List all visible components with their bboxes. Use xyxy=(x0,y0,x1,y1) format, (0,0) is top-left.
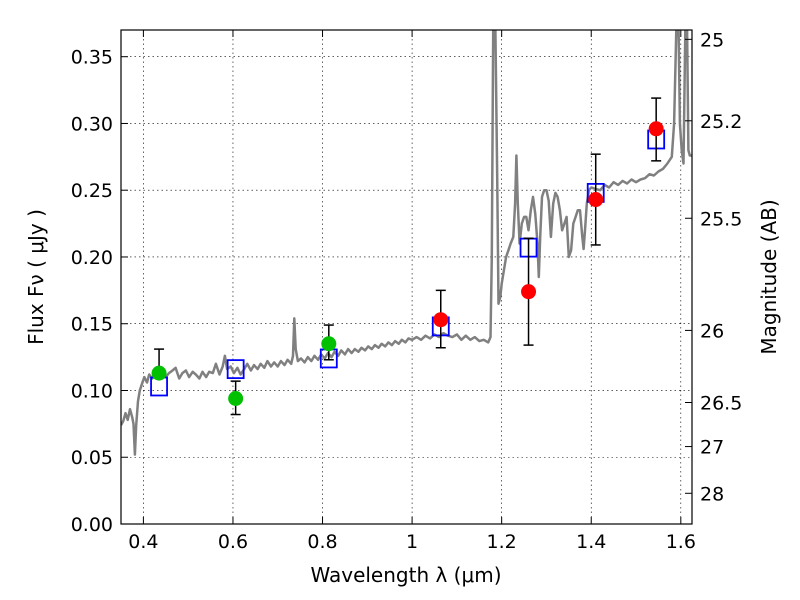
mag-tick-label: 26.5 xyxy=(700,393,742,415)
x-tick-label: 0.8 xyxy=(307,531,337,553)
y-tick-label: 0.25 xyxy=(71,180,113,202)
y-tick-label: 0.30 xyxy=(71,113,113,135)
x-tick-label: 0.6 xyxy=(218,531,248,553)
y-tick-label: 0.05 xyxy=(71,447,113,469)
red-data-point xyxy=(588,192,604,208)
mag-tick-label: 28 xyxy=(700,483,724,505)
mag-tick-label: 25.2 xyxy=(700,111,742,133)
spectrum-line xyxy=(121,30,692,456)
y-tick-label: 0.20 xyxy=(71,247,113,269)
x-tick-label: 0.4 xyxy=(128,531,158,553)
x-tick-label: 1.2 xyxy=(487,531,517,553)
photometry-series xyxy=(150,97,666,416)
x-tick-label: 1.4 xyxy=(576,531,606,553)
mag-tick-label: 25 xyxy=(700,29,724,51)
red-data-point xyxy=(433,312,449,328)
red-data-point xyxy=(521,284,537,300)
mag-tick-label: 25.5 xyxy=(700,208,742,230)
y-tick-label: 0.35 xyxy=(71,47,113,69)
model-box xyxy=(226,359,245,380)
spectrum-series xyxy=(121,30,692,456)
plot-frame xyxy=(120,29,693,525)
y-axis-label: Flux Fν ( μJy ) xyxy=(24,209,48,345)
grid xyxy=(121,30,692,525)
green-data-point xyxy=(228,390,244,406)
y-tick-label: 0.15 xyxy=(71,314,113,336)
red-data-point xyxy=(648,121,664,137)
mag-tick-label: 26 xyxy=(700,320,724,342)
green-data-point xyxy=(151,365,167,381)
axis-ticks: 0.4 0.6 0.8 1 1.2 1.4 1.6 0.00 0.05 0.10 0.15 0.20 0… xyxy=(71,29,743,553)
y-tick-label: 0.10 xyxy=(71,380,113,402)
x-tick-label: 1.6 xyxy=(666,531,696,553)
mag-tick-label: 27 xyxy=(700,437,724,459)
y-tick-label: 0.00 xyxy=(71,514,113,536)
x-axis-label: Wavelength λ (μm) xyxy=(310,563,501,587)
green-data-point xyxy=(321,336,337,352)
x-tick-label: 1 xyxy=(406,531,418,553)
y2-axis-label: Magnitude (AB) xyxy=(757,199,781,354)
